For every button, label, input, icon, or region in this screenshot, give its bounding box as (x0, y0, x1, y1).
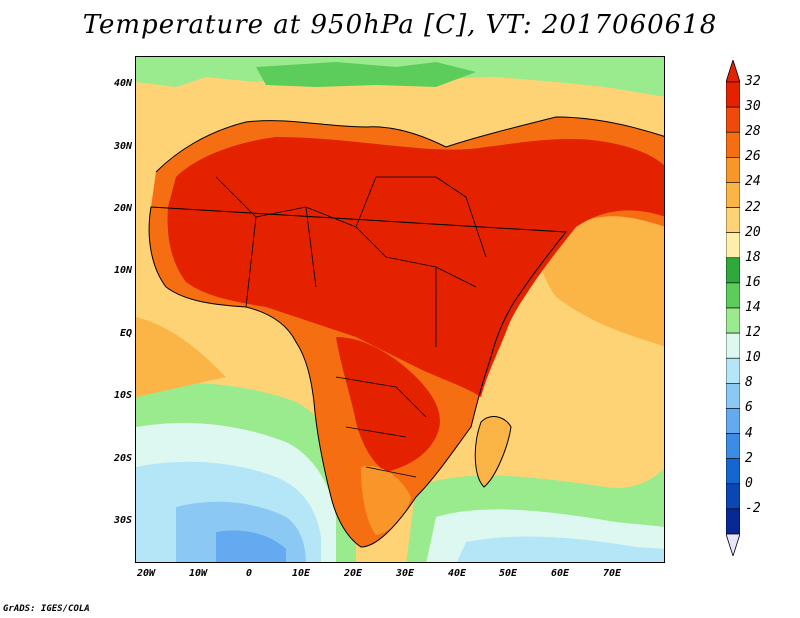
colorbar-swatch (726, 232, 740, 259)
colorbar-label: 12 (745, 325, 761, 341)
colorbar-label: 32 (745, 74, 761, 89)
lon-label-0: 0 (245, 568, 253, 579)
colorbar-label: 0 (745, 475, 753, 491)
lat-label-eq: EQ (119, 328, 132, 339)
colorbar-swatch (726, 458, 740, 485)
colorbar-swatch (726, 357, 740, 384)
colorbar-swatch (726, 508, 740, 535)
colorbar-label: 24 (745, 174, 761, 190)
map-title: Temperature at 950hPa [C], VT: 201706061… (82, 10, 718, 40)
lon-label-10e: 10E (291, 568, 311, 579)
colorbar-swatch (726, 408, 740, 434)
lon-label-60e: 60E (550, 568, 570, 579)
lon-label-30e: 30E (395, 568, 415, 579)
colorbar-label: 30 (745, 99, 761, 115)
lat-label-20s: 20S (113, 453, 132, 464)
colorbar-label: 4 (745, 425, 753, 441)
lat-label-10s: 10S (113, 390, 132, 401)
colorbar-bottom-arrow (726, 533, 740, 556)
colorbar-swatch (726, 433, 740, 459)
lon-label-10w: 10W (188, 568, 208, 579)
colorbar-swatch (726, 307, 740, 334)
colorbar-label: 2 (745, 450, 753, 466)
lat-label-30n: 30N (113, 141, 132, 152)
colorbar-label: 16 (745, 274, 761, 290)
colorbar-swatch (726, 332, 740, 359)
colorbar-label: 22 (745, 199, 761, 215)
lon-label-20w: 20W (136, 568, 156, 579)
colorbar-swatch (726, 257, 740, 284)
colorbar-swatch (726, 483, 740, 510)
colorbar (726, 60, 740, 556)
colorbar-top-arrow (726, 60, 740, 83)
colorbar-label: 20 (745, 224, 761, 240)
map-canvas (136, 57, 664, 562)
colorbar-label: 18 (745, 249, 761, 265)
lon-label-20e: 20E (343, 568, 363, 579)
colorbar-label: 6 (745, 400, 753, 416)
lon-label-50e: 50E (498, 568, 518, 579)
colorbar-label: -2 (745, 500, 761, 516)
colorbar-swatch (726, 106, 740, 133)
colorbar-swatch (726, 131, 740, 158)
lat-label-20n: 20N (113, 203, 132, 214)
lon-label-70e: 70E (602, 568, 622, 579)
credit-label: GrADS: IGES/COLA (3, 604, 90, 614)
lat-label-40n: 40N (113, 78, 132, 89)
colorbar-swatch (726, 81, 740, 108)
colorbar-label: 14 (745, 300, 761, 315)
colorbar-swatch (726, 182, 740, 208)
temperature-map (135, 56, 665, 563)
colorbar-label: 26 (745, 149, 761, 165)
colorbar-swatch (726, 282, 740, 309)
colorbar-label: 28 (745, 124, 761, 140)
lon-label-40e: 40E (447, 568, 467, 579)
colorbar-label: 8 (745, 375, 753, 391)
colorbar-swatch (726, 157, 740, 183)
colorbar-swatch (726, 207, 740, 233)
lat-label-30s: 30S (113, 515, 132, 526)
lat-label-10n: 10N (113, 265, 132, 276)
colorbar-swatch (726, 383, 740, 409)
colorbar-label: 10 (745, 350, 761, 366)
